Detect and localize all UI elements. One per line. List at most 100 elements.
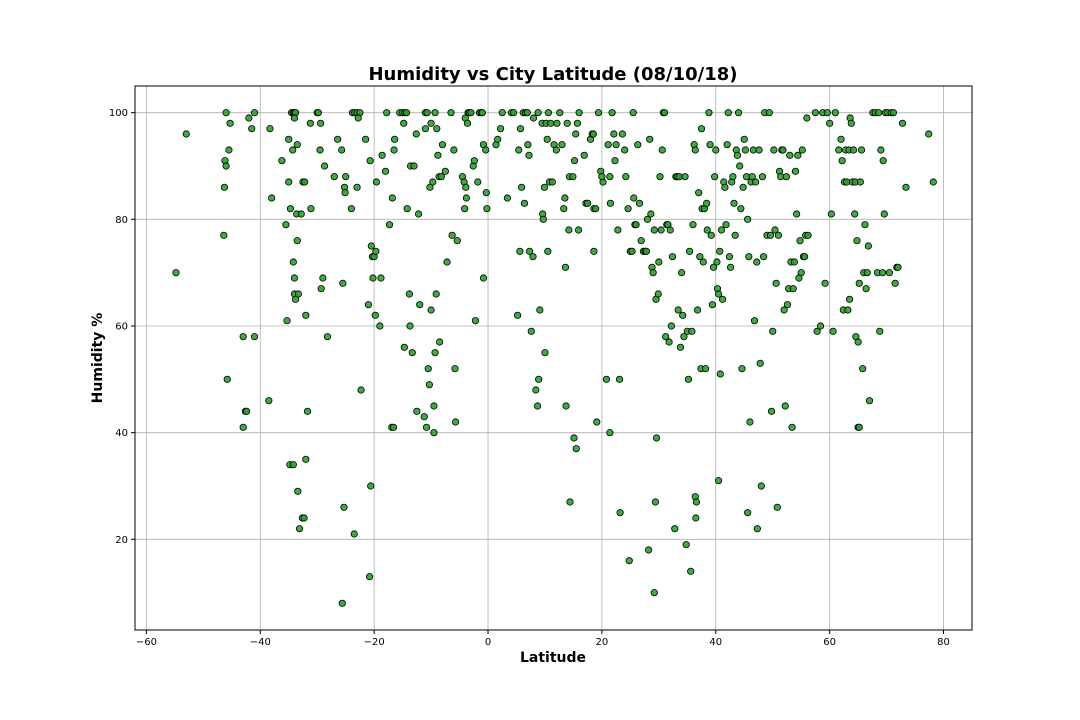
data-point — [278, 157, 286, 165]
data-point — [715, 290, 723, 298]
data-point — [529, 114, 538, 122]
data-point — [290, 114, 299, 122]
data-point — [687, 567, 695, 575]
data-point — [525, 247, 534, 255]
data-point — [894, 263, 902, 271]
data-point — [716, 370, 724, 378]
data-point — [665, 338, 673, 346]
x-axis-ticks: −60 −40 −20 0 20 40 60 80 — [136, 630, 950, 648]
data-point — [405, 290, 414, 298]
data-point — [422, 423, 431, 431]
data-point — [748, 173, 756, 181]
data-point — [845, 295, 854, 303]
data-point — [225, 146, 233, 154]
data-point — [357, 386, 365, 394]
data-point — [515, 146, 523, 154]
data-point — [647, 210, 655, 218]
data-point — [510, 109, 518, 117]
data-point — [709, 263, 718, 271]
data-points — [172, 109, 937, 607]
data-point — [354, 114, 362, 122]
data-point — [707, 231, 715, 239]
data-point — [434, 151, 442, 159]
data-point — [529, 253, 537, 261]
data-point — [734, 109, 743, 117]
data-point — [660, 109, 669, 117]
data-point — [172, 269, 180, 277]
data-point — [796, 237, 804, 245]
data-point — [478, 109, 486, 117]
data-point — [300, 514, 308, 522]
data-point — [584, 199, 592, 207]
data-point — [766, 231, 775, 239]
data-point — [630, 194, 638, 202]
data-point — [385, 221, 394, 229]
data-point — [266, 125, 274, 133]
data-point — [569, 173, 577, 181]
data-point — [602, 375, 611, 383]
data-point — [827, 210, 835, 218]
data-point — [367, 482, 375, 490]
data-point — [797, 269, 805, 277]
data-point — [847, 119, 855, 127]
data-point — [863, 269, 871, 277]
data-point — [656, 173, 664, 181]
data-point — [580, 151, 588, 159]
data-point — [410, 162, 418, 170]
data-point — [788, 423, 796, 431]
data-point — [755, 146, 763, 154]
data-point — [250, 333, 259, 341]
data-point — [713, 258, 721, 266]
data-point — [561, 263, 570, 271]
data-point — [821, 279, 829, 287]
data-point — [717, 226, 726, 234]
data-point — [794, 151, 802, 159]
data-point — [496, 125, 505, 133]
data-point — [494, 135, 502, 143]
data-point — [861, 221, 869, 229]
data-point — [715, 477, 723, 485]
grid-lines — [135, 86, 972, 630]
data-point — [699, 258, 707, 266]
data-point — [723, 141, 731, 149]
data-point — [341, 189, 349, 197]
data-point — [547, 119, 555, 127]
data-point — [693, 306, 702, 314]
y-tick-label: 60 — [115, 322, 128, 333]
data-point — [680, 333, 688, 341]
y-axis-ticks: 20 40 60 80 100 — [109, 108, 135, 546]
data-point — [321, 162, 329, 170]
data-point — [303, 407, 312, 415]
data-point — [658, 146, 666, 154]
data-point — [402, 109, 411, 117]
data-point — [835, 146, 843, 154]
data-point — [816, 322, 825, 330]
data-point — [239, 333, 247, 341]
data-point — [703, 199, 711, 207]
data-point — [849, 146, 858, 154]
data-point — [880, 210, 888, 218]
data-point — [616, 509, 624, 517]
data-point — [862, 285, 870, 293]
data-point — [608, 109, 616, 117]
data-point — [376, 322, 384, 330]
data-point — [629, 109, 637, 117]
data-point — [516, 247, 524, 255]
data-point — [925, 130, 933, 138]
data-point — [701, 365, 710, 373]
data-point — [338, 146, 346, 154]
data-point — [558, 141, 566, 149]
data-point — [362, 135, 370, 143]
data-point — [350, 530, 358, 538]
data-point — [283, 317, 291, 325]
data-point — [541, 349, 549, 357]
data-point — [389, 423, 398, 431]
data-point — [451, 418, 460, 426]
data-point — [859, 365, 867, 373]
data-point — [628, 247, 636, 255]
data-point — [372, 247, 380, 255]
data-point — [479, 274, 488, 282]
data-point — [450, 146, 458, 154]
data-point — [632, 221, 640, 229]
x-tick-label: 60 — [823, 637, 836, 648]
